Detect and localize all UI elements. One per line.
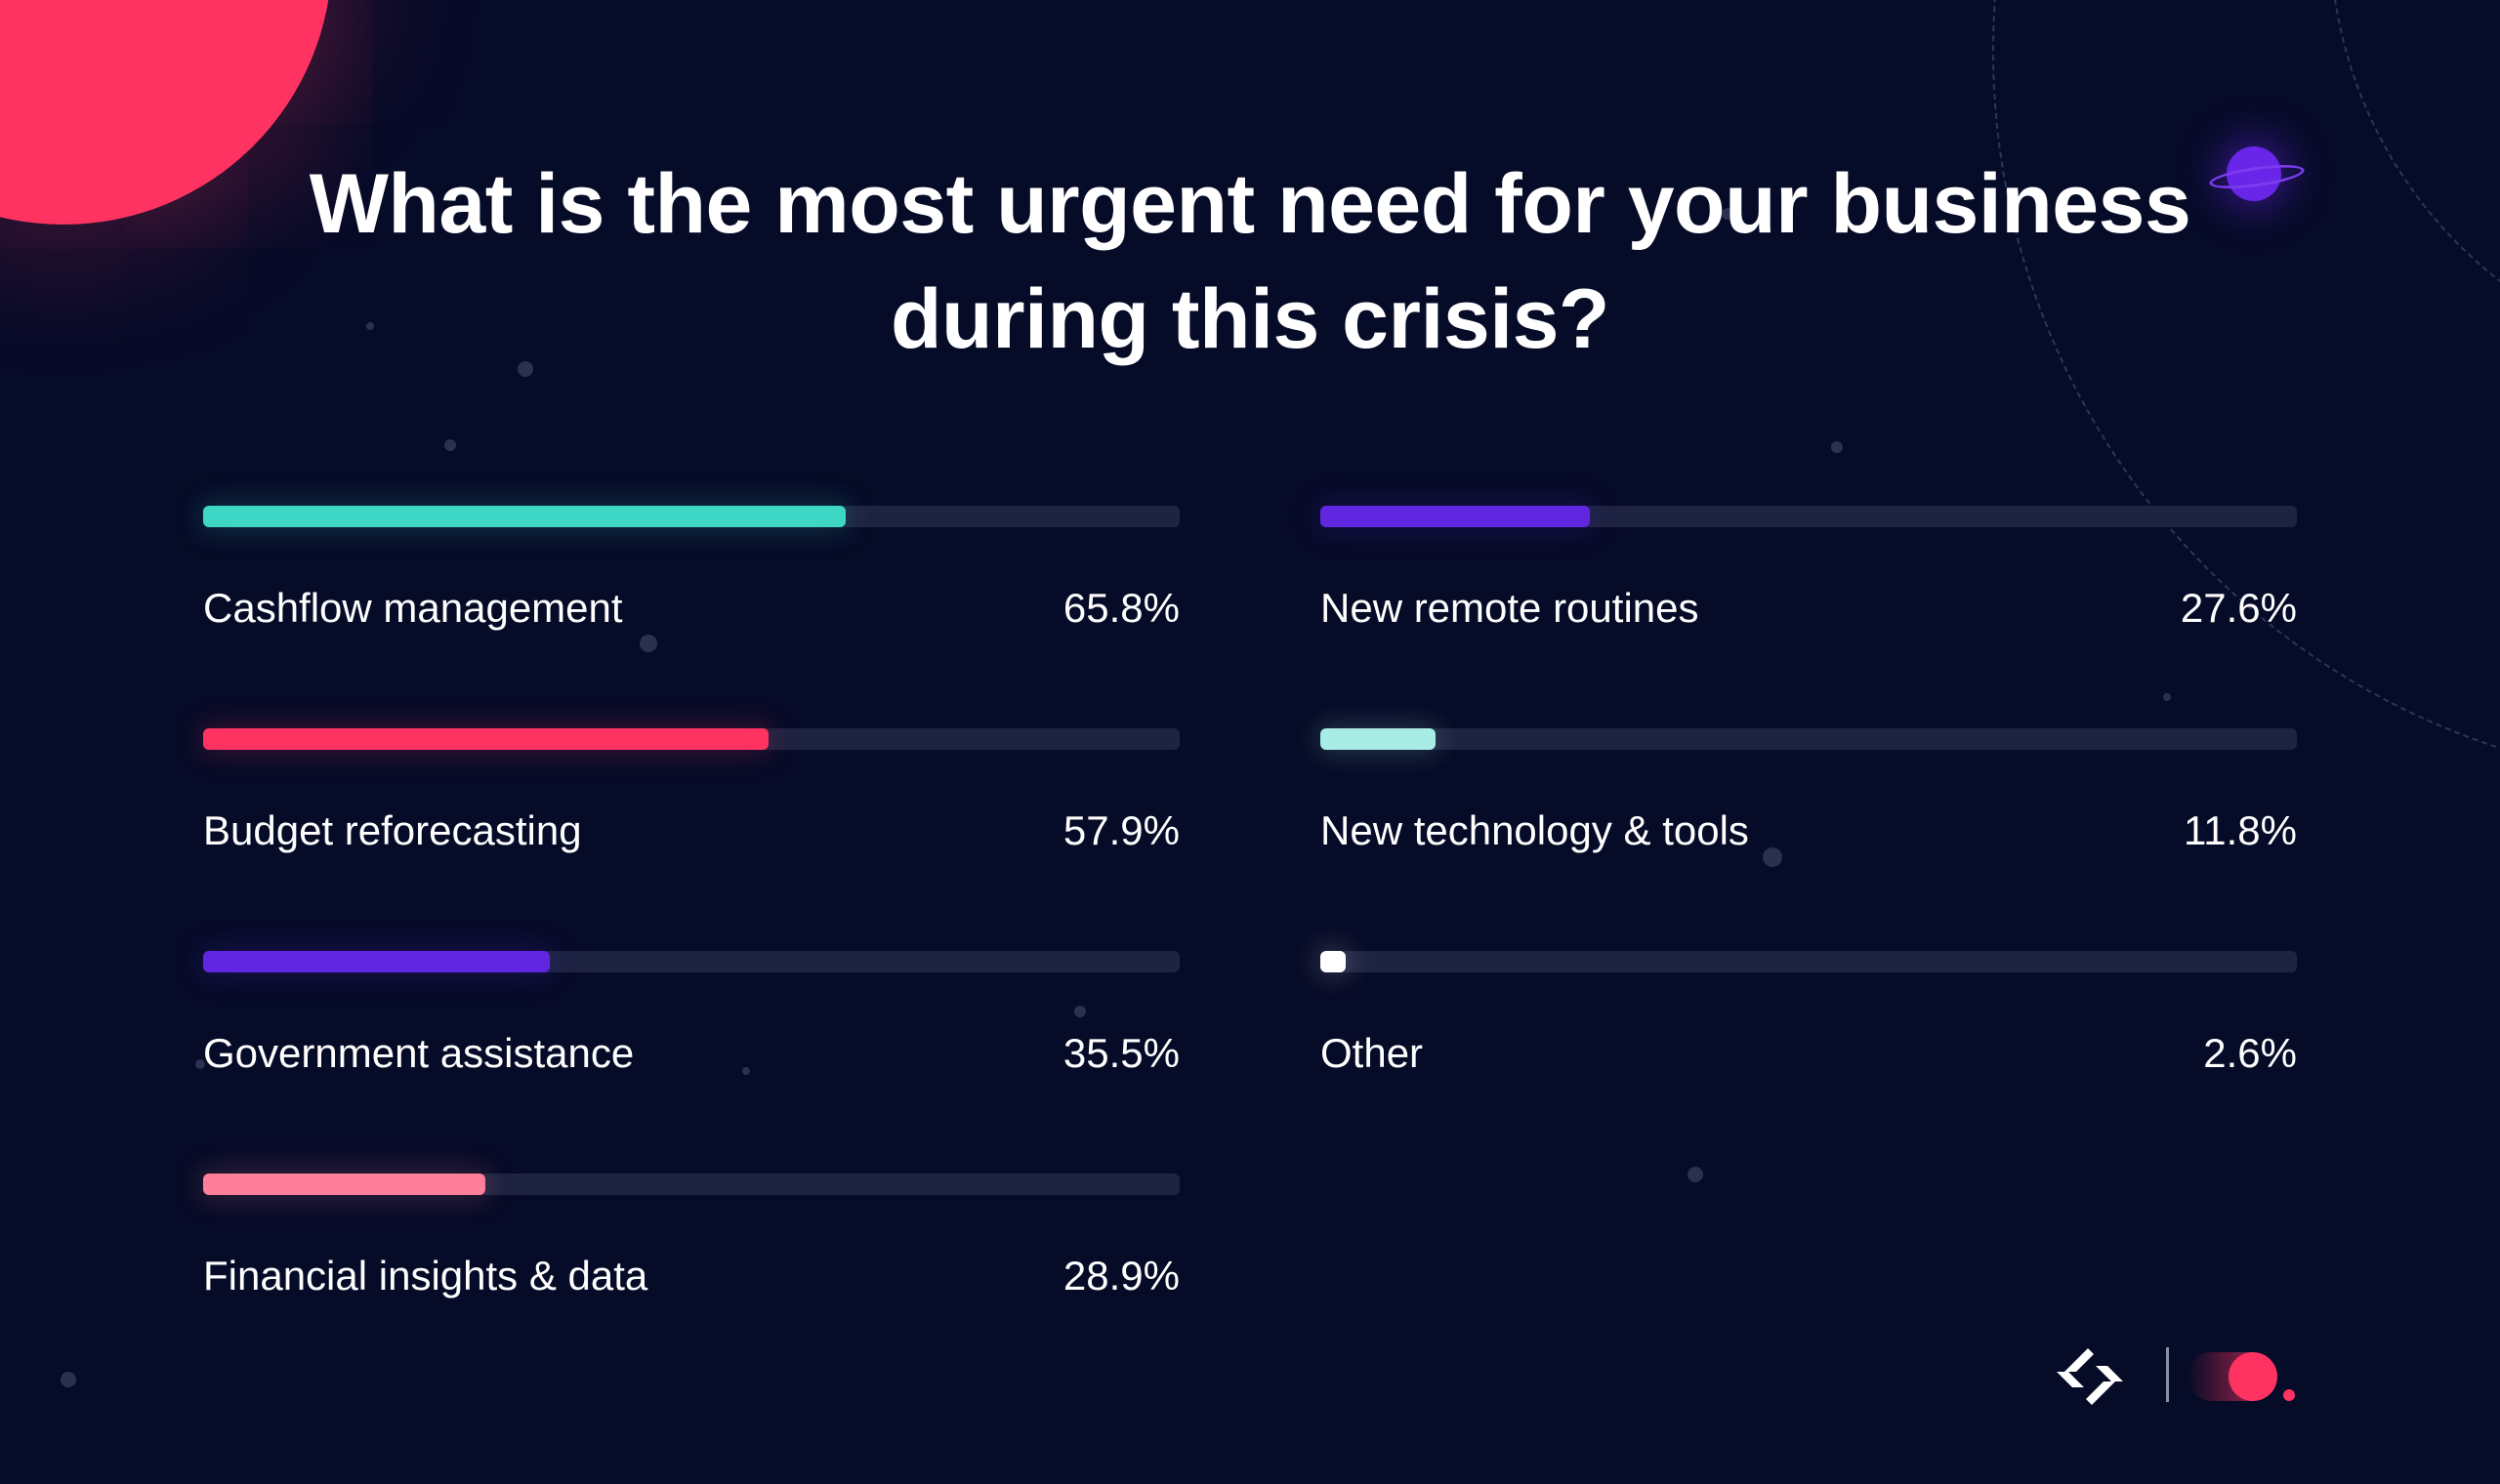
star-dot — [1763, 847, 1782, 867]
bar-value-label: 11.8% — [2184, 807, 2297, 853]
bar-track — [203, 951, 1180, 972]
bar-value-label: 28.9% — [1062, 1253, 1180, 1298]
bar-item: Financial insights & data 28.9% — [203, 1174, 1180, 1330]
bar-value-label: 65.8% — [1062, 585, 1180, 631]
bar-label: Cashflow management — [203, 585, 623, 631]
star-dot — [444, 439, 456, 451]
bar-label: New technology & tools — [1320, 807, 1749, 853]
bar-value-label: 2.6% — [2203, 1030, 2297, 1076]
brand-logo — [2051, 1342, 2305, 1411]
bar-label: Financial insights & data — [203, 1253, 648, 1298]
bar-item: Government assistance 35.5% — [203, 951, 1180, 1107]
bar-fill — [203, 728, 769, 750]
star-dot — [640, 635, 657, 652]
red-dot-icon — [2229, 1352, 2277, 1401]
bar-fill — [1320, 728, 1436, 750]
bar-label: Other — [1320, 1030, 1424, 1076]
bar-fill — [1320, 951, 1346, 972]
bar-item: New technology & tools 11.8% — [1320, 728, 2297, 885]
bar-item: Cashflow management 65.8% — [203, 506, 1180, 662]
star-dot — [1074, 1006, 1086, 1017]
bar-track — [1320, 951, 2297, 972]
bar-fill — [203, 506, 846, 527]
star-dot — [366, 322, 374, 330]
star-dot — [1688, 1167, 1703, 1182]
bar-value-label: 27.6% — [2180, 585, 2297, 631]
chevron-arrows-icon — [2057, 1348, 2123, 1405]
star-dot — [1722, 208, 1733, 220]
bar-track — [203, 1174, 1180, 1195]
small-dot-icon — [2283, 1389, 2295, 1401]
star-dot — [1831, 441, 1843, 453]
star-dot — [742, 1067, 750, 1075]
bar-label: Government assistance — [203, 1030, 635, 1076]
bar-item: Budget reforecasting 57.9% — [203, 728, 1180, 885]
bar-value-label: 57.9% — [1062, 807, 1180, 853]
star-dot — [195, 1059, 205, 1069]
bar-value-label: 35.5% — [1062, 1030, 1180, 1076]
bar-fill — [203, 951, 550, 972]
bar-track — [203, 728, 1180, 750]
bar-track — [1320, 506, 2297, 527]
star-dot — [61, 1372, 76, 1387]
bar-fill — [203, 1174, 485, 1195]
logo-divider — [2166, 1347, 2169, 1402]
bar-label: New remote routines — [1320, 585, 1699, 631]
bar-fill — [1320, 506, 1590, 527]
bar-item: Other 2.6% — [1320, 951, 2297, 1107]
bar-track — [203, 506, 1180, 527]
bar-track — [1320, 728, 2297, 750]
star-dot — [518, 361, 533, 377]
star-dot — [2163, 693, 2171, 701]
planet-icon — [2227, 146, 2281, 201]
bar-label: Budget reforecasting — [203, 807, 582, 853]
chart-title: What is the most urgent need for your bu… — [309, 157, 2191, 366]
bar-item: New remote routines 27.6% — [1320, 506, 2297, 662]
